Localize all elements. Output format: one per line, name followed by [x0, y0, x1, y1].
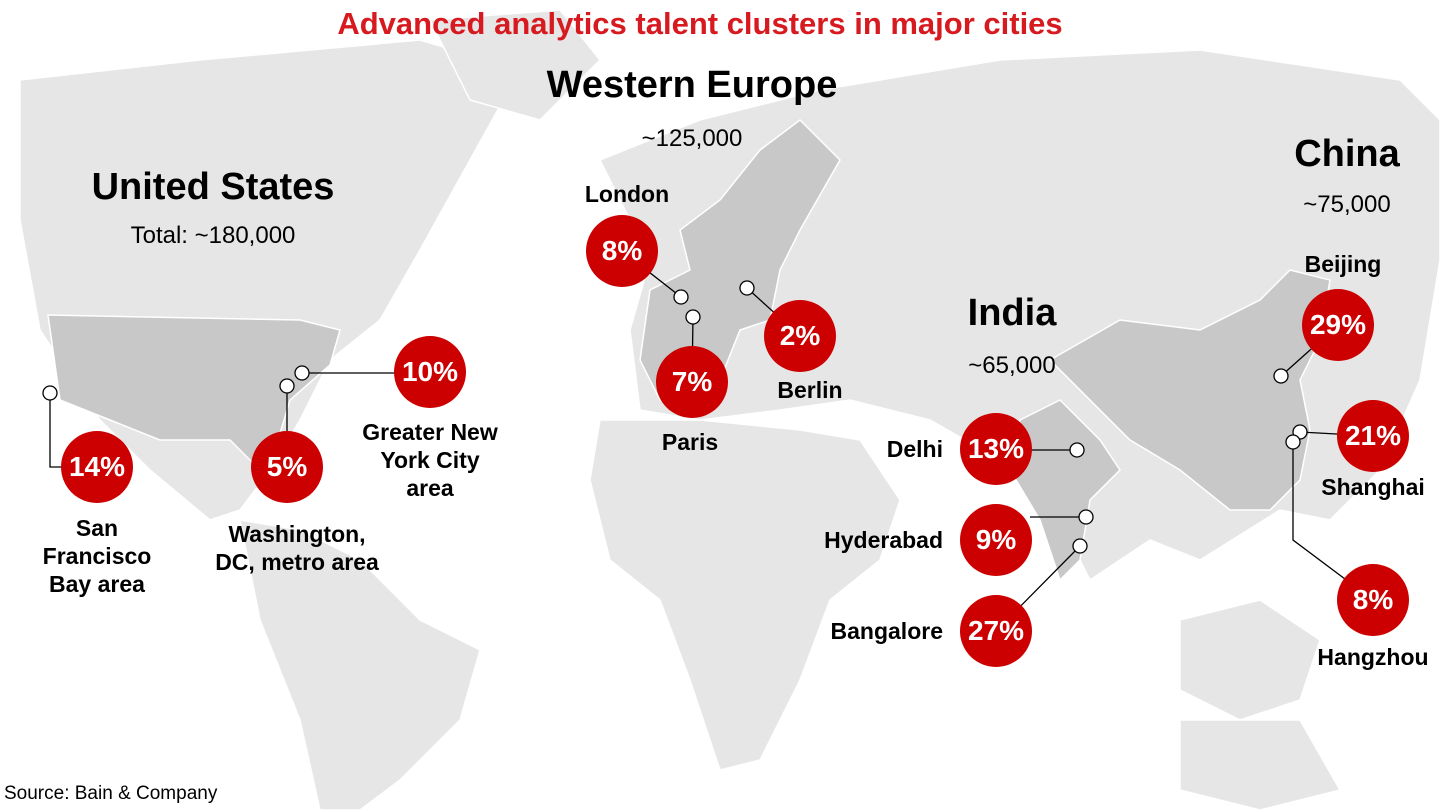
city-marker	[685, 309, 701, 325]
city-label: Berlin	[777, 377, 843, 403]
share-bubble: 29%	[1302, 289, 1374, 361]
share-bubble: 5%	[251, 431, 323, 503]
share-bubble: 2%	[764, 300, 836, 372]
city-label: London	[584, 181, 670, 207]
city-marker	[294, 365, 310, 381]
share-bubble: 7%	[656, 346, 728, 418]
share-bubble: 21%	[1337, 400, 1409, 472]
city-label: Greater New York City area	[362, 419, 498, 501]
city-label: Hyderabad	[824, 527, 943, 553]
city-marker	[1273, 368, 1289, 384]
city-label: Beijing	[1304, 251, 1382, 277]
share-bubble: 13%	[960, 413, 1032, 485]
city-marker	[42, 385, 58, 401]
region-name: United States	[91, 166, 335, 208]
source: Source: Bain & Company	[4, 783, 218, 804]
region-total: Total: ~180,000	[130, 222, 296, 249]
region-total: ~65,000	[968, 352, 1056, 379]
city-label: Hangzhou	[1317, 644, 1429, 670]
share-bubble: 14%	[61, 431, 133, 503]
city-marker	[1072, 538, 1088, 554]
share-bubble: 27%	[960, 595, 1032, 667]
city-label: Paris	[661, 429, 719, 455]
city-label: Bangalore	[830, 618, 943, 644]
city-label: Shanghai	[1321, 474, 1425, 500]
city-label: Delhi	[886, 436, 943, 462]
city-label: San Francisco Bay area	[42, 515, 152, 597]
region-name: India	[967, 292, 1057, 334]
share-bubble: 8%	[1337, 564, 1409, 636]
city-marker	[1078, 509, 1094, 525]
city-marker	[673, 289, 689, 305]
highlighted-regions	[47, 119, 1331, 582]
share-bubble: 8%	[586, 215, 658, 287]
region-name: China	[1294, 133, 1400, 175]
title: Advanced analytics talent clusters in ma…	[337, 6, 1063, 41]
share-bubble: 10%	[394, 336, 466, 408]
region-total: ~125,000	[641, 125, 743, 152]
city-label: Washington, DC, metro area	[215, 521, 379, 575]
region-total: ~75,000	[1303, 191, 1391, 218]
region-name: Western Europe	[546, 64, 838, 106]
city-marker	[739, 280, 755, 296]
share-bubble: 9%	[960, 504, 1032, 576]
city-marker	[1285, 434, 1301, 450]
city-marker	[1069, 442, 1085, 458]
city-marker	[279, 378, 295, 394]
